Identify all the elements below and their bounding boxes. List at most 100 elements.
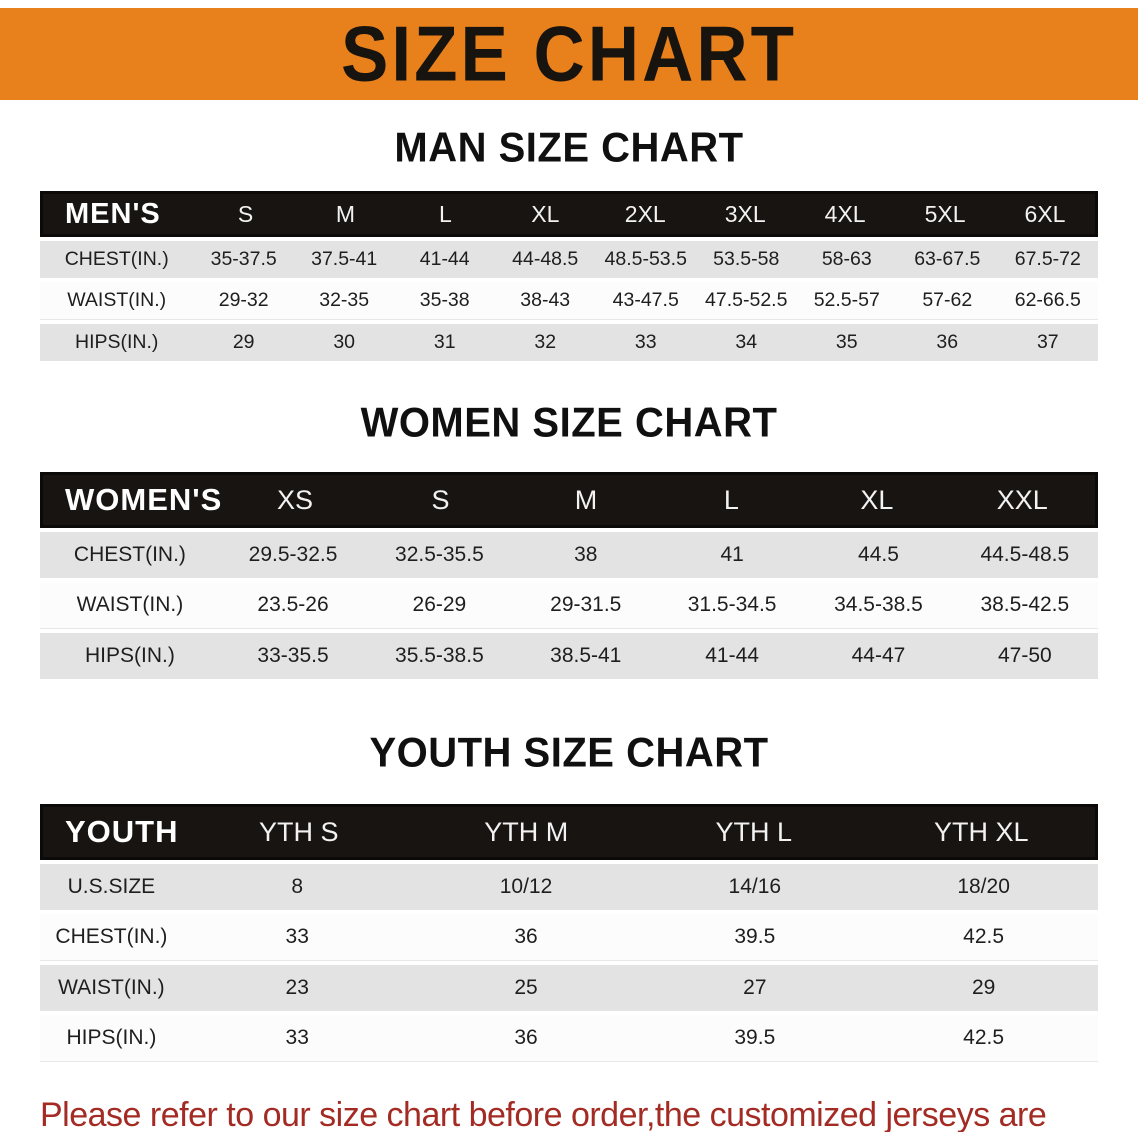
size-value: 14/16	[728, 875, 782, 898]
table-row: HIPS(IN.) 29 30 31 32 33 34 35 36 37	[40, 324, 1098, 361]
size-column-header: 2XL	[624, 200, 666, 227]
table-title-cell: MEN'S	[65, 197, 161, 230]
size-value: 42.5	[963, 925, 1005, 948]
size-value: 48.5-53.5	[604, 248, 687, 270]
size-value: 35.5-38.5	[395, 644, 484, 667]
size-value: 41	[720, 543, 744, 566]
size-column-header: YTH S	[259, 816, 339, 847]
size-value: 58-63	[821, 248, 872, 270]
size-value: 52.5-57	[813, 289, 880, 311]
size-value: 44-48.5	[512, 248, 579, 270]
size-value: 23	[285, 976, 309, 999]
size-value: 39.5	[734, 925, 776, 948]
size-value: 38.5-42.5	[980, 593, 1070, 616]
size-value: 36	[936, 331, 959, 353]
size-column-header: 4XL	[824, 200, 866, 227]
measurement-label: U.S.SIZE	[67, 875, 156, 898]
size-value: 33	[285, 925, 309, 948]
size-value: 29.5-32.5	[248, 543, 338, 566]
size-value: 33	[285, 1026, 309, 1049]
size-value: 39.5	[734, 1026, 776, 1049]
size-column-header: XXL	[996, 484, 1048, 515]
size-value: 29	[971, 976, 996, 999]
table-row: CHEST(IN.) 29.5-32.5 32.5-35.5 38 41 44.5 44.5…	[40, 532, 1098, 578]
size-value: 44-47	[851, 644, 906, 667]
size-column-header: L	[438, 200, 452, 227]
section-title-women: WOMEN SIZE CHART	[360, 399, 778, 447]
disclaimer-line-1: Please refer to our size chart before or…	[40, 1096, 1047, 1132]
size-value: 35-38	[419, 289, 470, 311]
size-value: 10/12	[499, 875, 553, 898]
size-value: 47.5-52.5	[705, 289, 788, 311]
table-row: WAIST(IN.) 23 25 27 29	[40, 965, 1098, 1011]
size-column-header: L	[723, 484, 739, 515]
size-value: 31	[433, 331, 456, 353]
size-value: 29	[232, 331, 255, 353]
size-column-header: YTH M	[484, 816, 569, 847]
size-value: 43-47.5	[612, 289, 679, 311]
size-value: 38.5-41	[550, 644, 622, 667]
size-value: 57-62	[922, 289, 973, 311]
size-value: 38	[574, 543, 598, 566]
banner: SIZE CHART	[0, 8, 1138, 100]
size-value: 26-29	[412, 593, 467, 616]
men-size-table: MEN'S S M L XL 2XL 3XL 4XL 5XL 6XL CHEST(IN.) 35-37…	[40, 191, 1098, 361]
banner-title: SIZE CHART	[341, 10, 797, 98]
size-value: 37	[1036, 331, 1059, 353]
measurement-label: CHEST(IN.)	[64, 248, 169, 270]
size-value: 33-35.5	[257, 644, 329, 667]
size-value: 33	[634, 331, 657, 353]
measurement-label: CHEST(IN.)	[55, 925, 168, 948]
size-column-header: M	[335, 200, 356, 227]
size-value: 36	[514, 925, 538, 948]
size-value: 37.5-41	[311, 248, 378, 270]
measurement-label: HIPS(IN.)	[85, 644, 175, 667]
table-row: WAIST(IN.) 29-32 32-35 35-38 38-43 43-47.5 47.…	[40, 282, 1098, 320]
size-column-header: 3XL	[724, 200, 766, 227]
size-value: 53.5-58	[713, 248, 780, 270]
size-column-header: S	[431, 484, 450, 515]
size-value: 62-66.5	[1014, 289, 1081, 311]
table-header-row: WOMEN'S XS S M L XL XXL	[40, 472, 1098, 528]
size-column-header: YTH XL	[934, 816, 1029, 847]
size-value: 23.5-26	[257, 593, 329, 616]
section-title-man: MAN SIZE CHART	[394, 124, 744, 172]
size-value: 36	[514, 1026, 538, 1049]
size-column-header: XL	[531, 200, 560, 227]
women-size-table: WOMEN'S XS S M L XL XXL CHEST(IN.) 29.5-32.5 32.5…	[40, 472, 1098, 679]
size-value: 25	[514, 976, 538, 999]
size-value: 42.5	[963, 1026, 1005, 1049]
measurement-label: WAIST(IN.)	[58, 976, 165, 999]
size-value: 35-37.5	[210, 248, 277, 270]
size-column-header: 5XL	[924, 200, 966, 227]
size-value: 29-32	[218, 289, 269, 311]
section-title-youth: YOUTH SIZE CHART	[369, 729, 769, 777]
table-row: CHEST(IN.) 33 36 39.5 42.5	[40, 914, 1098, 961]
size-value: 67.5-72	[1014, 248, 1081, 270]
size-value: 32-35	[319, 289, 370, 311]
measurement-label: CHEST(IN.)	[73, 543, 186, 566]
disclaimer: Please refer to our size chart before or…	[40, 1092, 1098, 1132]
measurement-label: WAIST(IN.)	[76, 593, 184, 616]
section-women: WOMEN SIZE CHART WOMEN'S XS S M L XL XXL CHEST(…	[40, 399, 1098, 679]
size-value: 27	[743, 976, 767, 999]
size-value: 47-50	[997, 644, 1052, 667]
size-column-header: YTH L	[715, 816, 793, 847]
size-value: 44.5	[858, 543, 899, 566]
size-column-header: 6XL	[1024, 200, 1066, 227]
section-men: MAN SIZE CHART MEN'S S M L XL 2XL 3XL 4XL 5XL 6XL…	[40, 124, 1098, 361]
size-value: 18/20	[957, 875, 1010, 898]
size-value: 44.5-48.5	[980, 543, 1070, 566]
table-title-cell: WOMEN'S	[65, 482, 223, 517]
measurement-label: WAIST(IN.)	[67, 289, 167, 311]
size-column-header: M	[574, 484, 598, 515]
table-title-cell: YOUTH	[65, 814, 179, 849]
size-value: 35	[835, 331, 858, 353]
size-value: 8	[291, 875, 304, 898]
size-value: 32.5-35.5	[395, 543, 484, 566]
youth-size-table: YOUTH YTH S YTH M YTH L YTH XL U.S.SIZE 8 10/12…	[40, 804, 1098, 1062]
table-row: CHEST(IN.) 35-37.5 37.5-41 41-44 44-48.5 48.5…	[40, 241, 1098, 278]
table-header-row: YOUTH YTH S YTH M YTH L YTH XL	[40, 804, 1098, 860]
table-row: WAIST(IN.) 23.5-26 26-29 29-31.5 31.5-34.5 34…	[40, 582, 1098, 629]
